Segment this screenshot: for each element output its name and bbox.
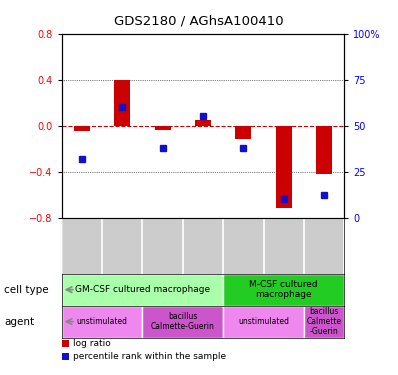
Text: cell type: cell type — [4, 285, 49, 295]
Text: unstimulated: unstimulated — [238, 317, 289, 326]
Bar — [276, 126, 292, 209]
Bar — [223, 274, 344, 306]
Text: bacillus
Calmette-Guerin: bacillus Calmette-Guerin — [151, 312, 215, 331]
Bar — [62, 274, 223, 306]
Bar — [316, 126, 332, 174]
Text: log ratio: log ratio — [73, 339, 111, 348]
Bar — [195, 120, 211, 126]
Bar — [235, 126, 252, 140]
Bar — [74, 126, 90, 131]
Text: percentile rank within the sample: percentile rank within the sample — [73, 352, 226, 361]
Text: unstimulated: unstimulated — [76, 317, 127, 326]
Bar — [142, 306, 223, 338]
Bar — [304, 306, 344, 338]
Text: M-CSF cultured
macrophage: M-CSF cultured macrophage — [250, 280, 318, 299]
Text: GDS2180 / AGhsA100410: GDS2180 / AGhsA100410 — [114, 15, 284, 28]
Text: agent: agent — [4, 316, 34, 327]
Text: GM-CSF cultured macrophage: GM-CSF cultured macrophage — [75, 285, 210, 294]
Bar — [114, 80, 130, 126]
Bar — [62, 306, 142, 338]
Bar — [223, 306, 304, 338]
Bar — [154, 126, 171, 130]
Text: bacillus
Calmette
-Guerin: bacillus Calmette -Guerin — [306, 307, 341, 336]
